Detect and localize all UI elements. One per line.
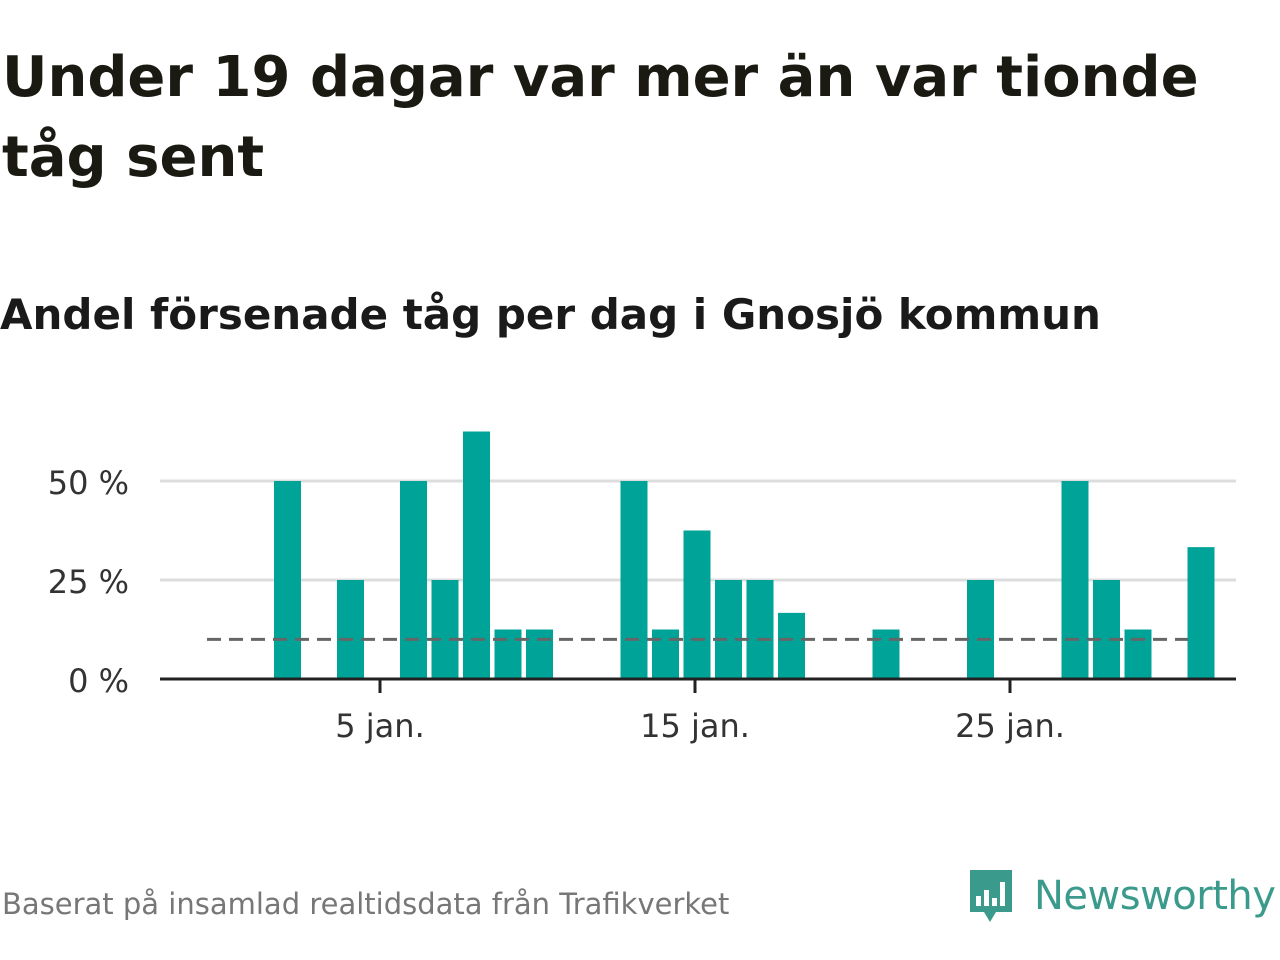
bar (778, 612, 805, 679)
y-tick-label: 25 % (48, 563, 129, 601)
bars (274, 431, 1215, 679)
bar (715, 580, 742, 679)
bar (431, 580, 459, 679)
bar (652, 629, 679, 679)
bar (1093, 580, 1120, 679)
newsworthy-logo-icon (970, 870, 1012, 922)
bar-chart: 5 jan. 15 jan. 25 jan. 0 % 25 % 50 % (48, 431, 1236, 745)
chart-title: Under 19 dagar var mer än var tionde tåg… (2, 45, 1199, 190)
x-tick-label: 5 jan. (335, 707, 424, 745)
brand-name: Newsworthy (1034, 873, 1276, 919)
x-tick-label: 25 jan. (955, 707, 1065, 745)
bar (872, 629, 900, 679)
bar (337, 580, 364, 679)
bar (494, 629, 522, 679)
bar (683, 530, 711, 679)
brand-logo: Newsworthy (966, 866, 1276, 926)
bar (1124, 629, 1152, 679)
y-tick-label: 50 % (48, 464, 129, 502)
bar (1187, 547, 1215, 679)
bar (400, 481, 427, 679)
chart-subtitle: Andel försenade tåg per dag i Gnosjö kom… (0, 290, 1101, 339)
bar (746, 580, 774, 679)
source-note: Baserat på insamlad realtidsdata från Tr… (2, 887, 730, 921)
x-axis: 5 jan. 15 jan. 25 jan. (160, 677, 1236, 745)
bar (526, 629, 553, 679)
x-tick-label: 15 jan. (640, 707, 750, 745)
bar (967, 580, 994, 679)
bar (463, 431, 490, 679)
bar (1061, 481, 1089, 679)
bar (620, 481, 648, 679)
y-tick-label: 0 % (68, 662, 129, 700)
bar (274, 481, 301, 679)
y-axis-labels: 0 % 25 % 50 % (48, 464, 129, 700)
